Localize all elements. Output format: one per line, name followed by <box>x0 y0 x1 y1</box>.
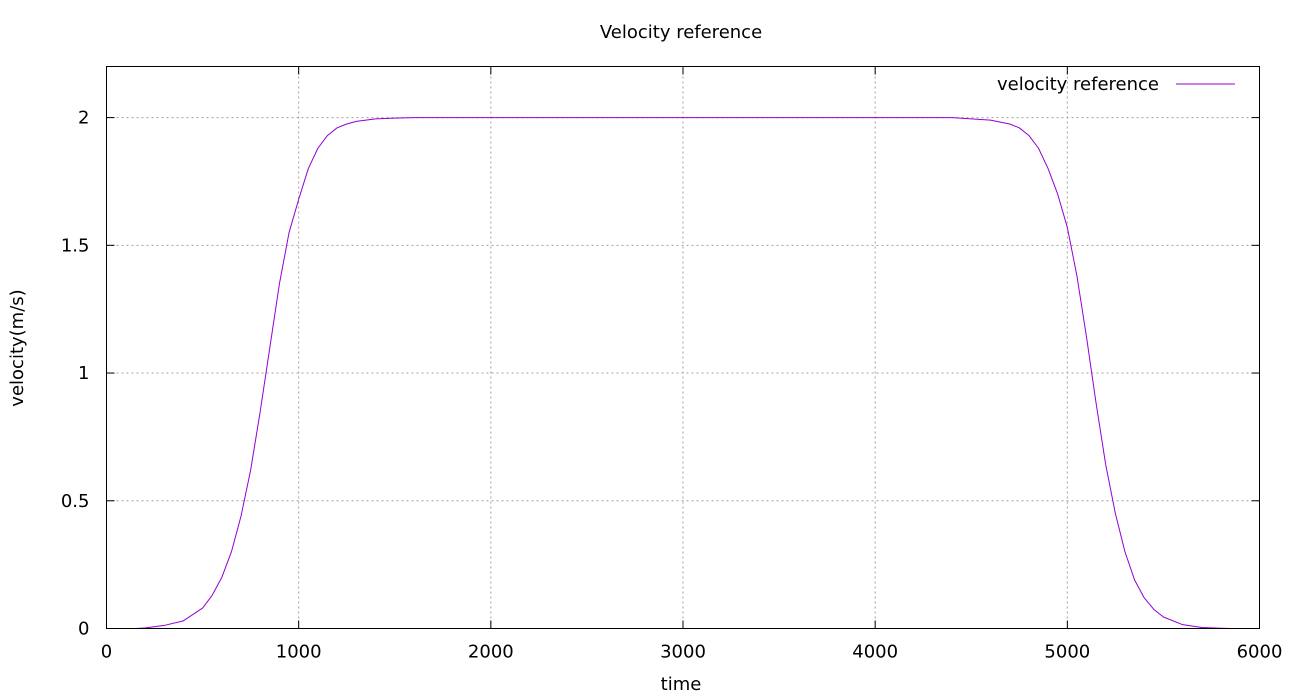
x-tick-label: 3000 <box>660 642 706 663</box>
legend: velocity reference <box>997 74 1235 95</box>
tick-labels: 0 1000 2000 3000 4000 5000 6000 0 0.5 1 1.5 2 <box>61 108 1283 663</box>
x-tick-label: 5000 <box>1044 642 1090 663</box>
chart-title: Velocity reference <box>600 22 762 43</box>
series-layer <box>135 117 1231 629</box>
x-tick-label: 0 <box>101 642 112 663</box>
y-tick-label: 0.5 <box>61 491 90 512</box>
axis-ticks <box>106 66 1260 629</box>
y-tick-label: 1.5 <box>61 235 90 256</box>
series-line-velocity-reference <box>135 117 1231 629</box>
x-tick-label: 2000 <box>468 642 514 663</box>
y-tick-label: 1 <box>78 363 89 384</box>
y-tick-label: 2 <box>78 108 89 129</box>
x-tick-label: 6000 <box>1237 642 1283 663</box>
y-axis-label: velocity(m/s) <box>7 289 28 406</box>
x-tick-label: 1000 <box>276 642 322 663</box>
y-tick-label: 0 <box>78 619 89 640</box>
x-tick-label: 4000 <box>852 642 898 663</box>
grid-lines <box>106 66 1260 629</box>
x-axis-label: time <box>661 674 702 695</box>
legend-label: velocity reference <box>997 74 1159 95</box>
